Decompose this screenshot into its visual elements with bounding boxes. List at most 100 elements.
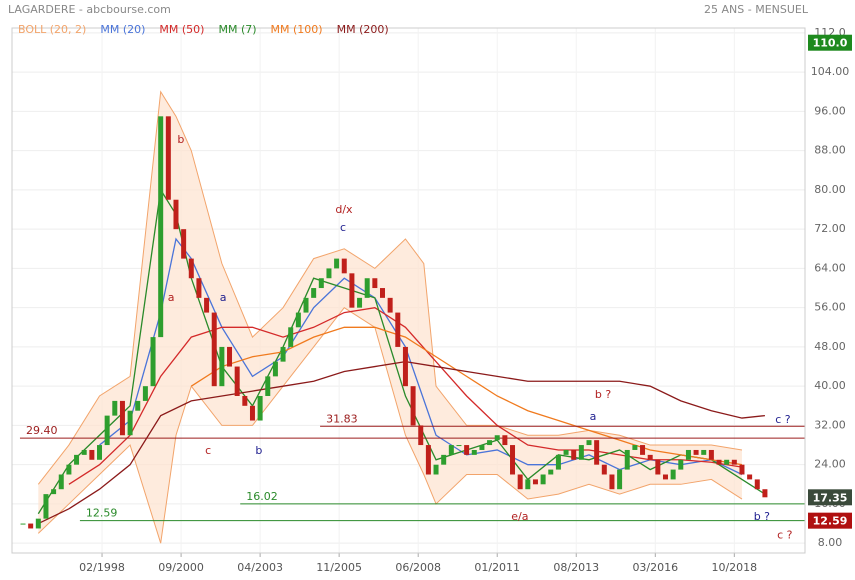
candle xyxy=(341,258,347,274)
legend-item: MM (200) xyxy=(337,23,389,36)
candle xyxy=(196,278,202,298)
y-tick-label: 88.00 xyxy=(814,144,846,157)
legend: BOLL (20, 2) MM (20) MM (50) MM (7) MM (100)… xyxy=(18,23,389,36)
candle xyxy=(66,464,72,475)
candle xyxy=(662,474,668,480)
x-tick-label: 09/2000 xyxy=(158,561,204,574)
candle xyxy=(540,474,546,485)
candle xyxy=(425,445,431,475)
y-tick-label: 32.00 xyxy=(814,418,846,431)
annotation: c xyxy=(205,444,211,457)
candle xyxy=(280,346,286,362)
candle xyxy=(51,489,57,495)
candle xyxy=(601,464,607,475)
plot-layer xyxy=(12,28,805,553)
y-tick-label: 72.00 xyxy=(814,222,846,235)
candle xyxy=(364,278,370,298)
candle xyxy=(204,297,210,313)
annotation: b xyxy=(177,133,184,146)
candle xyxy=(150,337,156,387)
candle xyxy=(227,346,233,367)
candle xyxy=(173,199,179,230)
x-tick-label: 06/2008 xyxy=(395,561,441,574)
candle xyxy=(127,410,133,436)
x-tick-label: 02/1998 xyxy=(79,561,125,574)
candle xyxy=(395,312,401,347)
candle xyxy=(43,494,49,519)
x-tick-label: 08/2013 xyxy=(553,561,599,574)
candle xyxy=(532,479,538,485)
legend-item: BOLL (20, 2) xyxy=(18,23,86,36)
price-tag xyxy=(808,34,852,51)
x-tick-label: 01/2011 xyxy=(474,561,520,574)
candle xyxy=(456,445,462,447)
y-tick-label: 48.00 xyxy=(814,340,846,353)
candle xyxy=(647,454,653,460)
candle xyxy=(165,116,171,200)
candle xyxy=(471,449,477,455)
candle xyxy=(433,464,439,475)
candle xyxy=(349,273,355,308)
candle xyxy=(731,459,737,465)
chart-subtitle: 25 ANS - MENSUEL xyxy=(704,3,809,16)
candle xyxy=(762,489,768,498)
annotation: e/a xyxy=(511,510,528,523)
candle xyxy=(311,288,317,298)
candle xyxy=(89,449,95,460)
candle xyxy=(517,474,523,490)
candle xyxy=(555,454,561,470)
candle xyxy=(464,445,470,455)
candle xyxy=(716,459,722,465)
candle xyxy=(387,297,393,313)
annotation: c xyxy=(340,221,346,234)
candle xyxy=(35,518,41,529)
candle xyxy=(74,454,80,465)
annotation: b ? xyxy=(595,388,611,401)
candle xyxy=(479,445,485,450)
legend-item: MM (7) xyxy=(218,23,256,36)
candle xyxy=(142,386,148,401)
legend-item: MM (50) xyxy=(159,23,204,36)
candle xyxy=(188,258,194,279)
candle xyxy=(754,479,760,490)
level-label: 31.83 xyxy=(326,412,358,425)
candle xyxy=(640,445,646,455)
candle xyxy=(265,376,271,396)
candle xyxy=(678,459,684,470)
price-tag xyxy=(808,512,852,529)
candle xyxy=(357,297,363,308)
candle xyxy=(441,454,447,465)
candle xyxy=(242,395,248,406)
candle xyxy=(249,405,255,421)
candle xyxy=(578,445,584,460)
y-tick-label: 56.00 xyxy=(814,301,846,314)
candle xyxy=(104,415,110,446)
candle xyxy=(288,327,294,347)
candle xyxy=(295,312,301,328)
candle xyxy=(58,474,64,490)
candle xyxy=(135,400,141,411)
price-tag xyxy=(808,489,852,506)
bollinger-upper xyxy=(37,90,743,485)
candle xyxy=(219,346,225,387)
candle xyxy=(571,449,577,460)
x-tick-label: 10/2018 xyxy=(711,561,757,574)
annotation: a xyxy=(590,410,597,423)
candle xyxy=(448,445,454,455)
candle xyxy=(234,366,240,396)
candle xyxy=(96,445,102,460)
candle xyxy=(181,229,187,259)
legend-item: MM (20) xyxy=(100,23,145,36)
candle xyxy=(693,449,699,455)
candle xyxy=(670,469,676,480)
legend-item: MM (100) xyxy=(271,23,323,36)
candle xyxy=(708,449,714,460)
plot-frame xyxy=(11,27,806,554)
candle xyxy=(494,435,500,441)
candle xyxy=(379,288,385,298)
candle xyxy=(272,361,278,377)
price-tag-label: 17.35 xyxy=(813,491,848,504)
candle xyxy=(617,469,623,490)
